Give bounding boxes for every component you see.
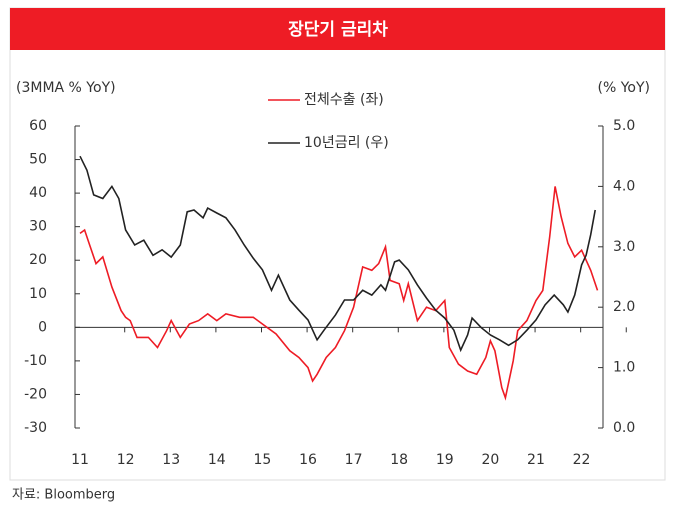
legend-label: 10년금리 (우) [304, 135, 389, 151]
y-tick-label: -20 [24, 386, 47, 402]
x-tick-label: 14 [208, 452, 226, 468]
source: 자료: Bloomberg [12, 488, 115, 503]
line-series [79, 186, 599, 401]
y-tick-label: 40 [29, 185, 47, 201]
y2-tick-label: 0.0 [613, 420, 635, 436]
y-tick-label: -10 [24, 353, 47, 369]
x-tick-label: 18 [390, 452, 408, 468]
y-tick-label: 0 [38, 319, 47, 335]
chart-title: 장단기 금리차 [288, 20, 388, 40]
y2-tick-label: 3.0 [613, 239, 635, 255]
y-tick-label: 60 [29, 118, 47, 134]
y-axis-label: (3MMA % YoY) [16, 80, 116, 96]
x-tick-label: 20 [481, 452, 499, 468]
y2-tick-label: 5.0 [613, 118, 635, 134]
frame [9, 7, 666, 481]
y-tick-label: 30 [29, 219, 47, 235]
y2-tick-label: 2.0 [613, 299, 635, 315]
line-series [79, 155, 596, 353]
x-tick-label: 11 [71, 452, 89, 468]
x-tick-label: 15 [253, 452, 271, 468]
x-tick-label: 17 [345, 452, 363, 468]
y-tick-label: 20 [29, 252, 47, 268]
x-tick-label: 16 [299, 452, 317, 468]
x-tick-label: 22 [573, 452, 591, 468]
y2-tick-label: 1.0 [613, 360, 635, 376]
y-tick-label: -30 [24, 420, 47, 436]
legend-label: 전체수출 (좌) [304, 92, 384, 108]
title-bar [10, 8, 665, 50]
x-tick-label: 19 [436, 452, 454, 468]
y-tick-label: 50 [29, 152, 47, 168]
x-tick-label: 21 [527, 452, 545, 468]
y2-tick-label: 4.0 [613, 178, 635, 194]
x-tick-label: 13 [162, 452, 180, 468]
y2-axis-label: (% YoY) [598, 80, 651, 96]
x-tick-label: 12 [117, 452, 135, 468]
y-tick-label: 10 [29, 286, 47, 302]
